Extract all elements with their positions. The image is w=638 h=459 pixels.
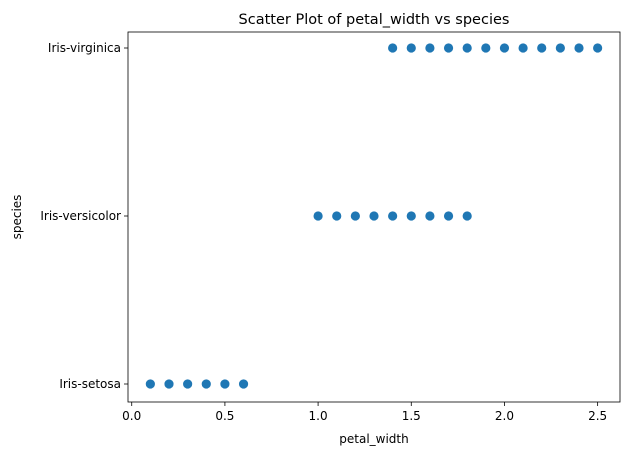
data-point [537, 43, 547, 53]
data-point [425, 43, 435, 53]
x-axis-label: petal_width [339, 432, 408, 446]
data-point [183, 379, 193, 389]
data-point [443, 43, 454, 53]
data-point [481, 43, 491, 53]
data-point [238, 379, 249, 389]
data-point [443, 211, 454, 221]
x-axis: 0.0 0.5 1.0 1.5 2.0 2.5 [122, 402, 607, 423]
data-point [313, 211, 323, 221]
data-point [201, 379, 211, 389]
y-tick-label: Iris-setosa [59, 377, 121, 391]
data-point [350, 211, 360, 221]
x-tick-label: 0.0 [122, 409, 141, 423]
plot-frame [127, 31, 621, 403]
data-point [593, 43, 603, 53]
y-tick-label: Iris-versicolor [40, 209, 121, 223]
y-axis: Iris-setosa Iris-versicolor Iris-virginica [40, 41, 128, 391]
data-point [518, 43, 528, 53]
data-point [220, 379, 230, 389]
data-point [574, 43, 584, 53]
points-layer [145, 43, 603, 389]
data-point [388, 211, 398, 221]
y-tick-label: Iris-virginica [48, 41, 121, 55]
x-tick-label: 0.5 [215, 409, 234, 423]
data-point [425, 211, 435, 221]
data-point [462, 211, 472, 221]
data-point [388, 43, 398, 53]
data-point [555, 43, 565, 53]
chart-title: Scatter Plot of petal_width vs species [239, 12, 510, 28]
data-point [332, 211, 342, 221]
x-tick-label: 2.0 [495, 409, 514, 423]
data-point [369, 211, 379, 221]
data-point [164, 379, 174, 389]
data-point [406, 211, 416, 221]
y-axis-label: species [10, 195, 24, 240]
data-point [406, 43, 416, 53]
data-point [462, 43, 472, 53]
x-tick-label: 2.5 [588, 409, 607, 423]
x-tick-label: 1.5 [402, 409, 421, 423]
data-point [499, 43, 510, 53]
x-tick-label: 1.0 [309, 409, 328, 423]
data-point [145, 379, 155, 389]
